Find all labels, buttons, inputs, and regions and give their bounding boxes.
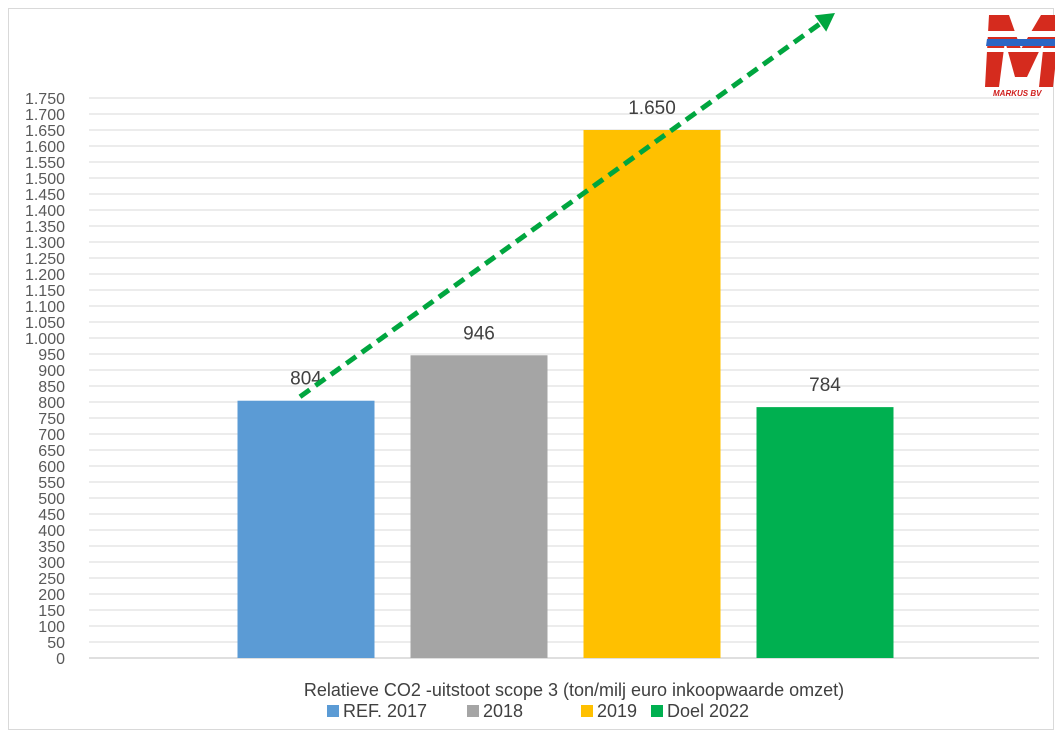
y-axis-tick-labels: 0501001502002503003504004505005506006507… [25,91,65,668]
legend-swatch [327,705,339,717]
logo-stripe-blue [986,39,1055,46]
y-tick-label: 300 [38,555,65,572]
bars [237,130,894,658]
y-tick-label: 1.750 [25,91,65,108]
y-tick-label: 650 [38,443,65,460]
legend-swatch [581,705,593,717]
gridlines [89,97,1039,659]
y-tick-label: 200 [38,587,65,604]
y-tick-label: 1.500 [25,171,65,188]
bar-2019 [583,130,721,658]
trend-arrow-shaft [298,21,822,399]
y-tick-label: 1.200 [25,267,65,284]
y-tick-label: 400 [38,523,65,540]
logo-caption: MARKUS BV [993,89,1042,98]
y-tick-label: 900 [38,363,65,380]
y-tick-label: 1.400 [25,203,65,220]
y-tick-label: 500 [38,491,65,508]
y-tick-label: 350 [38,539,65,556]
data-label: 804 [290,369,322,390]
y-tick-label: 550 [38,475,65,492]
y-tick-label: 0 [56,651,65,668]
legend-label: 2019 [597,701,637,721]
chart-frame: 0 50 100 150 200 250 300 350 400 450 500 550 600 650 7… [8,8,1055,730]
legend-label: 2018 [483,701,523,721]
y-tick-label: 1.600 [25,139,65,156]
y-tick-label: 600 [38,459,65,476]
legend-swatch [467,705,479,717]
data-labels: 804 946 1.650 784 [290,98,841,396]
y-tick-label: 1.000 [25,331,65,348]
y-tick-label: 100 [38,619,65,636]
y-tick-label: 750 [38,411,65,428]
chart-canvas: 0501001502002503003504004505005506006507… [25,13,1055,721]
markus-logo: MARKUS BV [985,15,1055,98]
y-tick-label: 450 [38,507,65,524]
data-label: 784 [809,375,841,396]
trend-arrow [298,13,835,399]
y-tick-label: 800 [38,395,65,412]
data-label: 1.650 [628,98,676,119]
trend-arrow-head [814,13,835,32]
logo-stripe-white [987,31,1055,37]
y-tick-label: 1.550 [25,155,65,172]
y-tick-label: 1.100 [25,299,65,316]
y-tick-label: 1.650 [25,123,65,140]
y-tick-label: 1.150 [25,283,65,300]
bar-ref-2017 [237,400,375,658]
y-tick-label: 50 [47,635,65,652]
bar-2018 [410,355,548,658]
y-tick-label: 1.350 [25,219,65,236]
y-tick-label: 1.450 [25,187,65,204]
bar-doel-2022 [756,407,894,658]
legend-label: REF. 2017 [343,701,427,721]
y-tick-label: 950 [38,347,65,364]
y-tick-label: 1.050 [25,315,65,332]
logo-stripe-white-2 [986,48,1055,52]
data-label: 946 [463,323,495,344]
legend: REF. 2017 2018 2019 Doel 2022 [327,701,749,721]
y-tick-label: 850 [38,379,65,396]
legend-swatch [651,705,663,717]
y-tick-label: 250 [38,571,65,588]
y-tick-label: 700 [38,427,65,444]
y-tick-label: 150 [38,603,65,620]
x-axis-title: Relatieve CO2 -uitstoot scope 3 (ton/mil… [304,680,844,700]
legend-label: Doel 2022 [667,701,749,721]
y-tick-label: 1.700 [25,107,65,124]
y-tick-label: 1.250 [25,251,65,268]
y-tick-label: 1.300 [25,235,65,252]
